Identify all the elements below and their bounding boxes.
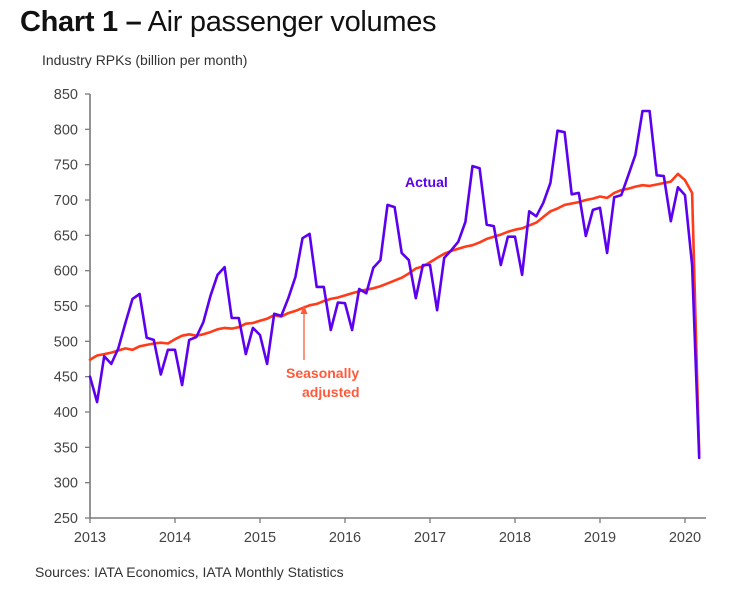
y-tick-label: 250 [54, 511, 78, 527]
y-tick-label: 650 [54, 228, 78, 244]
x-tick-label: 2013 [74, 530, 106, 546]
annotation-seasonally-adjusted-line1: Seasonally [286, 365, 359, 381]
y-tick-label: 700 [54, 193, 78, 209]
annotation-actual: Actual [405, 174, 448, 190]
series-line-seasonally-adjusted [88, 172, 701, 456]
y-tick-label: 850 [54, 87, 78, 103]
y-tick-label: 500 [54, 334, 78, 350]
y-axis-label: Industry RPKs (billion per month) [42, 52, 248, 68]
chart-title: Chart 1 – Air passenger volumes [20, 6, 437, 39]
y-tick-label: 400 [54, 405, 78, 421]
series-line-actual [88, 109, 701, 460]
x-tick-label: 2014 [159, 530, 191, 546]
annotation-seasonally-adjusted-line2: adjusted [302, 384, 360, 400]
y-tick-label: 550 [54, 299, 78, 315]
y-tick-label: 300 [54, 476, 78, 492]
y-tick-label: 350 [54, 440, 78, 456]
chart-title-rest: Air passenger volumes [147, 6, 437, 38]
y-tick-label: 450 [54, 370, 78, 386]
x-tick-label: 2015 [244, 530, 276, 546]
x-tick-label: 2018 [499, 530, 531, 546]
annotations: Actual Seasonally adjusted [286, 174, 448, 400]
x-tick-label: 2017 [414, 530, 446, 546]
annotation-arrow-head [300, 305, 308, 314]
series-group [88, 109, 701, 460]
y-tick-label: 750 [54, 158, 78, 174]
axes: 250 300 350 400 450 500 550 600 650 700 750 800 850 2… [54, 87, 706, 546]
source-note: Sources: IATA Economics, IATA Monthly St… [35, 564, 344, 580]
chart-title-bold: Chart 1 – [20, 6, 142, 38]
x-tick-label: 2016 [329, 530, 361, 546]
y-tick-label: 800 [54, 122, 78, 138]
x-tick-label: 2020 [669, 530, 701, 546]
y-tick-label: 600 [54, 264, 78, 280]
x-tick-label: 2019 [584, 530, 616, 546]
